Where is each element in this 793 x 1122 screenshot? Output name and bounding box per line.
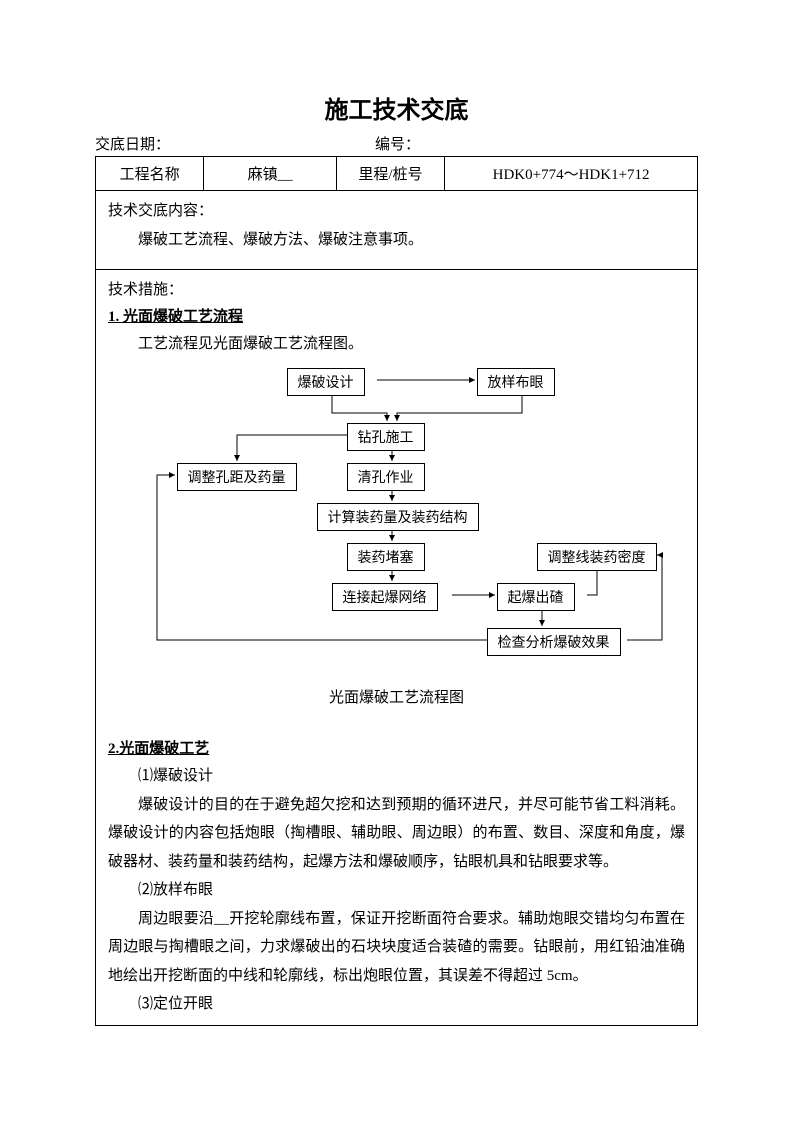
content-box: 技术交底内容： 爆破工艺流程、爆破方法、爆破注意事项。 技术措施： 1. 光面爆…	[95, 191, 698, 1026]
sub3-title: ⑶定位开眼	[108, 990, 685, 1019]
flow-node-adjust-hole: 调整孔距及药量	[177, 463, 297, 491]
measures-section: 技术措施： 1. 光面爆破工艺流程 工艺流程见光面爆破工艺流程图。	[96, 270, 697, 1025]
page-title: 施工技术交底	[95, 90, 698, 125]
flow-node-detonate: 起爆出碴	[497, 583, 575, 611]
content-section: 技术交底内容： 爆破工艺流程、爆破方法、爆破注意事项。	[96, 191, 697, 270]
flowchart: 爆破设计 放样布眼 钻孔施工 调整孔距及药量 清孔作业 计算装药量及装药结构 装…	[117, 368, 677, 668]
content-label: 技术交底内容：	[108, 199, 685, 220]
header-table: 工程名称 麻镇__ 里程/桩号 HDK0+774～HDK1+712	[95, 156, 698, 191]
flow-node-inspect: 检查分析爆破效果	[487, 628, 621, 656]
table-row: 工程名称 麻镇__ 里程/桩号 HDK0+774～HDK1+712	[96, 157, 698, 191]
cell-mileage-label: 里程/桩号	[336, 157, 444, 191]
cell-project-label: 工程名称	[96, 157, 204, 191]
flow-node-calc: 计算装药量及装药结构	[317, 503, 479, 531]
cell-project-value: 麻镇__	[204, 157, 336, 191]
sub1-text: 爆破设计的目的在于避免超欠挖和达到预期的循环进尺，并尽可能节省工料消耗。爆破设计…	[108, 791, 685, 877]
flow-node-clean: 清孔作业	[347, 463, 425, 491]
flowchart-caption: 光面爆破工艺流程图	[108, 686, 685, 707]
flow-node-drill: 钻孔施工	[347, 423, 425, 451]
heading-1: 1. 光面爆破工艺流程	[108, 305, 685, 326]
heading-2: 2.光面爆破工艺	[108, 737, 685, 758]
sub2-title: ⑵放样布眼	[108, 876, 685, 905]
flow-node-design: 爆破设计	[287, 368, 365, 396]
measures-label: 技术措施：	[108, 278, 685, 299]
sub1-title: ⑴爆破设计	[108, 762, 685, 791]
flow-node-layout: 放样布眼	[477, 368, 555, 396]
cell-mileage-value: HDK0+774～HDK1+712	[445, 157, 698, 191]
flow-node-connect: 连接起爆网络	[332, 583, 438, 611]
content-text: 爆破工艺流程、爆破方法、爆破注意事项。	[108, 226, 685, 255]
flow-node-charge: 装药堵塞	[347, 543, 425, 571]
date-label: 交底日期：	[95, 133, 375, 154]
sub2-text: 周边眼要沿__开挖轮廓线布置，保证开挖断面符合要求。辅助炮眼交错均匀布置在周边眼…	[108, 905, 685, 991]
flow-node-adjust-density: 调整线装药密度	[537, 543, 657, 571]
heading-1-text: 工艺流程见光面爆破工艺流程图。	[108, 330, 685, 359]
number-label: 编号：	[375, 133, 420, 154]
meta-row: 交底日期： 编号：	[95, 133, 698, 154]
